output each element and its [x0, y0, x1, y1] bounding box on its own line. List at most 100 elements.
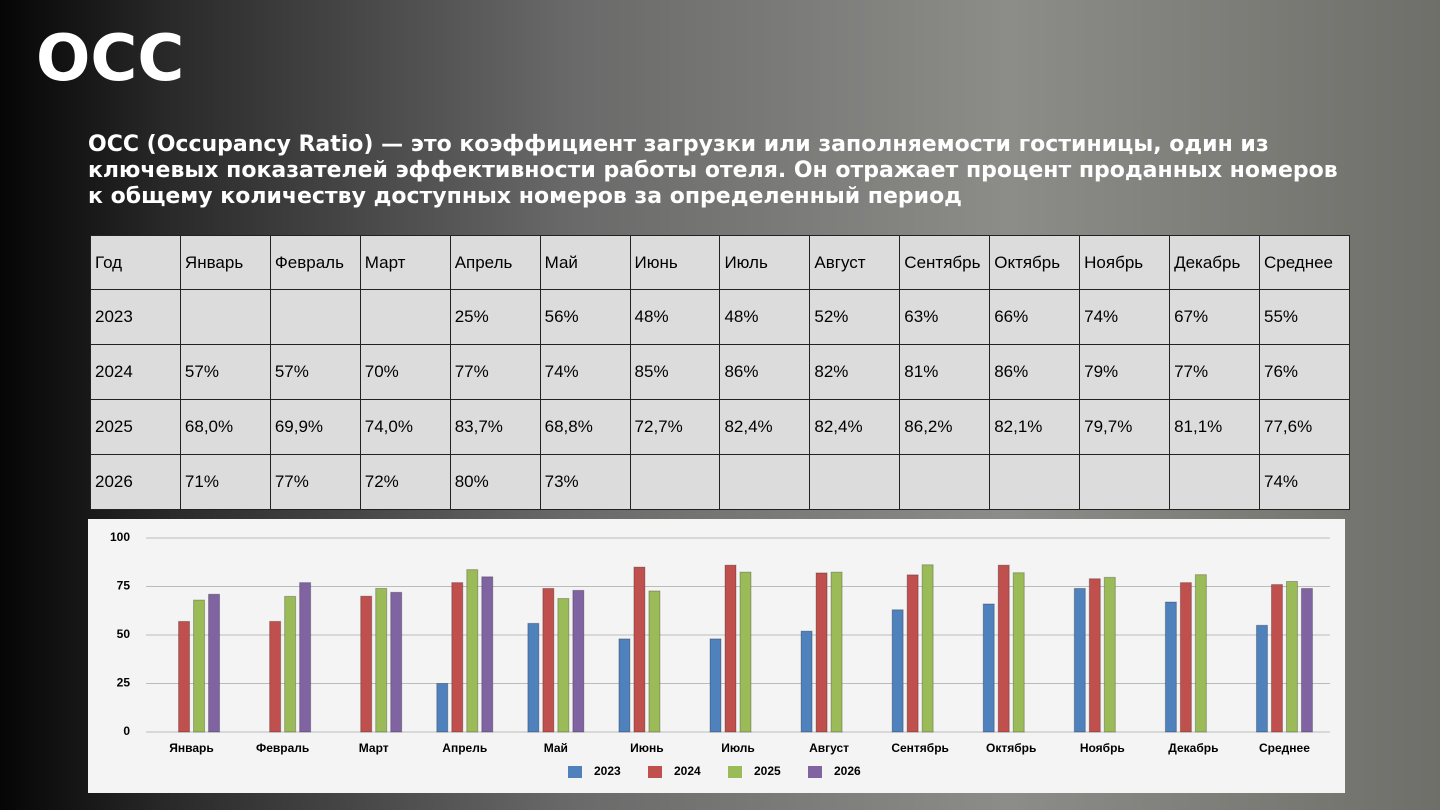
x-tick-label: Ноябрь	[1080, 741, 1125, 755]
bar	[390, 591, 403, 733]
table-row: 2025 68,0% 69,9% 74,0% 83,7% 68,8% 72,7% 82,4% 8…	[90, 399, 1351, 455]
y-tick-label: 50	[117, 627, 131, 641]
x-tick-label: Октябрь	[986, 741, 1036, 755]
table-cell: Февраль	[269, 235, 361, 290]
table-cell: 81%	[899, 344, 991, 400]
bar	[1088, 578, 1101, 733]
table-cell: 79%	[1079, 344, 1171, 400]
x-tick-label: Апрель	[442, 741, 487, 755]
bar	[1012, 572, 1025, 733]
bar	[1103, 576, 1116, 733]
table-cell: 25%	[449, 289, 541, 345]
table-cell: 48%	[719, 289, 811, 345]
table-cell	[1079, 454, 1171, 510]
bar	[1179, 582, 1192, 733]
bar	[299, 582, 312, 733]
table-cell	[719, 454, 811, 510]
x-tick-label: Декабрь	[1168, 741, 1218, 755]
table-cell: 74%	[1079, 289, 1171, 345]
x-tick-label: Февраль	[256, 741, 309, 755]
bar	[830, 571, 843, 733]
bar	[360, 595, 373, 733]
bar	[1255, 624, 1268, 733]
table-cell: 86%	[989, 344, 1081, 400]
table-cell: 86%	[719, 344, 811, 400]
bar	[997, 564, 1010, 733]
table-cell: 70%	[359, 344, 451, 400]
table-cell: 48%	[629, 289, 721, 345]
table-cell: 74%	[539, 344, 631, 400]
table-cell: Март	[359, 235, 451, 290]
table-cell	[989, 454, 1081, 510]
table-cell: 82,4%	[719, 399, 811, 455]
table-cell: Январь	[179, 235, 271, 290]
table-cell: Среднее	[1258, 235, 1351, 290]
legend-label: 2025	[754, 764, 781, 778]
table-cell: Июнь	[629, 235, 721, 290]
y-tick-label: 25	[117, 676, 131, 690]
x-tick-label: Сентябрь	[891, 741, 949, 755]
table-cell: 74%	[1258, 454, 1351, 510]
table-row: 2026 71% 77% 72% 80% 73% 74%	[90, 454, 1351, 510]
table-cell: 55%	[1258, 289, 1351, 345]
table-cell: 2023	[90, 289, 181, 345]
y-tick-label: 75	[117, 579, 131, 593]
table-cell	[629, 454, 721, 510]
bar	[208, 593, 221, 733]
table-row: 2024 57% 57% 70% 77% 74% 85% 86% 82% 81% 86% 79% 77%…	[90, 344, 1351, 400]
legend-label: 2023	[594, 764, 621, 778]
bar	[891, 609, 904, 733]
y-tick-label: 0	[123, 724, 130, 738]
table-cell: 57%	[269, 344, 361, 400]
table-cell: 72,7%	[629, 399, 721, 455]
bar	[1285, 580, 1298, 733]
bar	[466, 569, 479, 733]
legend-swatch	[728, 766, 742, 778]
table-cell: 68,8%	[539, 399, 631, 455]
table-cell: Октябрь	[989, 235, 1081, 290]
x-tick-label: Май	[544, 741, 568, 755]
bar	[800, 630, 813, 733]
bar	[193, 599, 206, 733]
bar	[1270, 584, 1283, 733]
bar	[633, 566, 646, 733]
bar	[921, 564, 934, 733]
x-tick-label: Январь	[169, 741, 213, 755]
bar	[815, 572, 828, 733]
title: OCC	[36, 22, 185, 96]
bar	[178, 620, 191, 733]
table-cell: 76%	[1258, 344, 1351, 400]
table-cell: 2026	[90, 454, 181, 510]
bar	[739, 571, 752, 733]
table-cell: 68,0%	[179, 399, 271, 455]
bar	[1073, 587, 1086, 733]
bar	[451, 582, 464, 733]
table-cell	[899, 454, 991, 510]
occ-table: Год Январь Февраль Март Апрель Май Июнь Июль Авг…	[90, 235, 1351, 510]
table-cell: 85%	[629, 344, 721, 400]
bar	[1300, 587, 1313, 733]
bar	[375, 587, 388, 733]
bar	[724, 564, 737, 733]
bar	[527, 622, 540, 733]
table-cell: 77%	[1169, 344, 1260, 400]
table-cell: 66%	[989, 289, 1081, 345]
bar	[1194, 574, 1207, 733]
table-cell: Год	[90, 235, 181, 290]
legend-label: 2026	[834, 764, 861, 778]
table-row: 2023 25% 56% 48% 48% 52% 63% 66% 74% 67% 55%	[90, 289, 1351, 345]
table-cell: 52%	[809, 289, 901, 345]
table-cell: 82,4%	[809, 399, 901, 455]
table-cell	[179, 289, 271, 345]
table-cell: 77,6%	[1258, 399, 1351, 455]
table-cell: Май	[539, 235, 631, 290]
x-tick-label: Август	[809, 741, 849, 755]
table-cell: 69,9%	[269, 399, 361, 455]
table-cell: 2025	[90, 399, 181, 455]
bar	[557, 598, 570, 733]
table-cell: Декабрь	[1169, 235, 1260, 290]
table-cell: 57%	[179, 344, 271, 400]
table-cell: Сентябрь	[899, 235, 991, 290]
table-cell: 81,1%	[1169, 399, 1260, 455]
